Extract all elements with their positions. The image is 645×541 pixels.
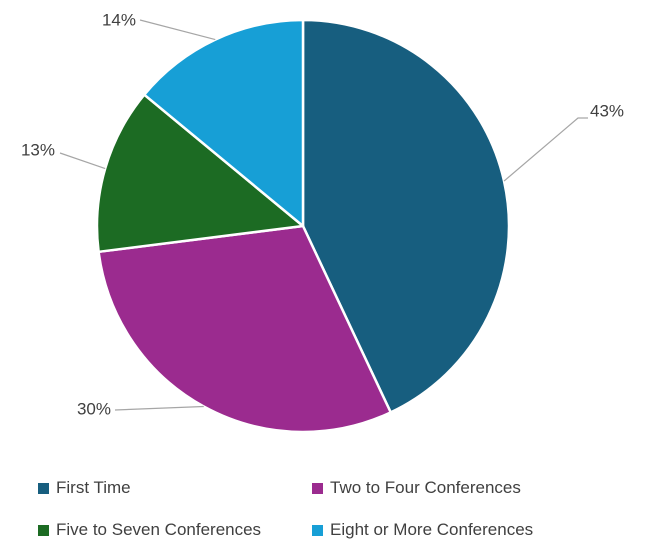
data-label: 30% bbox=[77, 399, 111, 418]
data-label: 43% bbox=[590, 101, 624, 120]
legend-swatch bbox=[38, 524, 49, 536]
data-label: 13% bbox=[21, 140, 55, 159]
data-labels: 43% 30% 13% 14% bbox=[21, 10, 624, 418]
pie-slice-first-time bbox=[301, 18, 511, 414]
leader-line bbox=[139, 19, 216, 41]
legend-label: Two to Four Conferences bbox=[330, 478, 521, 497]
pie-slice-five-to-seven-conferences bbox=[95, 93, 305, 254]
legend-swatch bbox=[312, 524, 323, 536]
leader-lines bbox=[59, 19, 588, 411]
data-label: 14% bbox=[102, 10, 136, 29]
legend-item-two-to-four: Two to Four Conferences bbox=[312, 478, 521, 498]
legend-label: Five to Seven Conferences bbox=[56, 520, 262, 539]
legend-item-eight-or-more: Eight or More Conferences bbox=[312, 520, 533, 540]
leader-line bbox=[59, 152, 106, 170]
legend-item-first-time: First Time bbox=[38, 478, 131, 498]
leader-line bbox=[114, 405, 204, 411]
pie-chart-canvas: 43% 30% 13% 14% bbox=[21, 10, 624, 434]
legend-label: First Time bbox=[56, 478, 131, 497]
legend-swatch bbox=[312, 482, 323, 494]
legend-item-five-to-seven: Five to Seven Conferences bbox=[38, 520, 261, 540]
legend-label: Eight or More Conferences bbox=[330, 520, 534, 539]
pie-slices bbox=[95, 18, 511, 434]
legend-swatch bbox=[38, 482, 49, 494]
pie-slice-two-to-four-conferences bbox=[97, 224, 392, 434]
leader-line bbox=[503, 117, 588, 182]
